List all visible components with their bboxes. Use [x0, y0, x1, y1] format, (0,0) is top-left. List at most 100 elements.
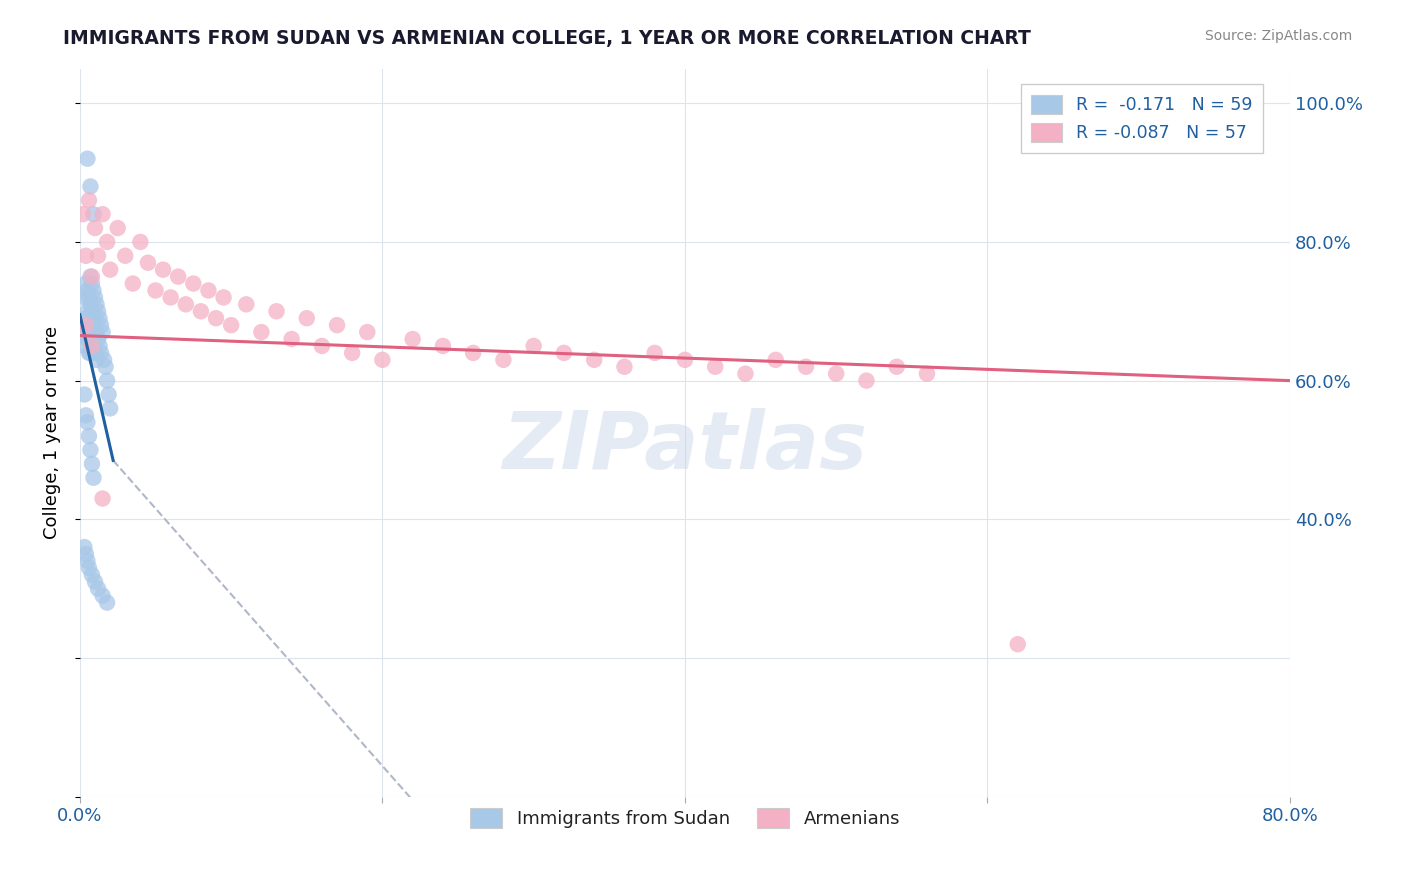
Point	[91, 589, 114, 603]
Point	[76, 152, 98, 166]
Point	[73, 339, 96, 353]
Point	[84, 221, 107, 235]
Point	[855, 374, 877, 388]
Point	[98, 262, 121, 277]
Point	[673, 352, 696, 367]
Text: ZIPatlas: ZIPatlas	[502, 409, 868, 486]
Point	[94, 359, 117, 374]
Point	[72, 207, 94, 221]
Point	[79, 442, 101, 457]
Point	[181, 277, 204, 291]
Point	[80, 332, 103, 346]
Point	[76, 415, 98, 429]
Point	[77, 429, 100, 443]
Point	[75, 249, 97, 263]
Point	[79, 297, 101, 311]
Point	[96, 596, 118, 610]
Point	[583, 352, 606, 367]
Point	[87, 332, 110, 346]
Point	[75, 547, 97, 561]
Point	[129, 235, 152, 249]
Point	[107, 221, 129, 235]
Point	[219, 318, 242, 333]
Point	[89, 339, 111, 353]
Point	[73, 540, 96, 554]
Point	[915, 367, 938, 381]
Legend: Immigrants from Sudan, Armenians: Immigrants from Sudan, Armenians	[463, 801, 907, 835]
Point	[401, 332, 423, 346]
Point	[205, 311, 228, 326]
Point	[825, 367, 848, 381]
Point	[75, 325, 97, 339]
Point	[76, 554, 98, 568]
Point	[794, 359, 817, 374]
Point	[82, 311, 104, 326]
Point	[295, 311, 318, 326]
Point	[84, 346, 107, 360]
Point	[97, 387, 120, 401]
Point	[75, 409, 97, 423]
Point	[76, 332, 98, 346]
Text: Source: ZipAtlas.com: Source: ZipAtlas.com	[1205, 29, 1353, 43]
Point	[190, 304, 212, 318]
Point	[492, 352, 515, 367]
Point	[86, 325, 108, 339]
Point	[266, 304, 288, 318]
Point	[114, 249, 136, 263]
Point	[250, 325, 273, 339]
Point	[75, 311, 97, 326]
Point	[80, 339, 103, 353]
Point	[73, 387, 96, 401]
Point	[644, 346, 666, 360]
Point	[1007, 637, 1029, 651]
Point	[212, 290, 235, 304]
Text: IMMIGRANTS FROM SUDAN VS ARMENIAN COLLEGE, 1 YEAR OR MORE CORRELATION CHART: IMMIGRANTS FROM SUDAN VS ARMENIAN COLLEG…	[63, 29, 1031, 47]
Point	[326, 318, 349, 333]
Point	[96, 235, 118, 249]
Point	[86, 352, 108, 367]
Point	[90, 346, 112, 360]
Point	[80, 277, 103, 291]
Point	[79, 346, 101, 360]
Point	[91, 207, 114, 221]
Point	[73, 290, 96, 304]
Point	[75, 277, 97, 291]
Point	[704, 359, 727, 374]
Point	[79, 269, 101, 284]
Point	[98, 401, 121, 416]
Point	[84, 318, 107, 333]
Point	[77, 318, 100, 333]
Point	[734, 367, 756, 381]
Point	[72, 318, 94, 333]
Point	[80, 567, 103, 582]
Point	[235, 297, 257, 311]
Point	[82, 339, 104, 353]
Point	[90, 318, 112, 333]
Point	[136, 256, 159, 270]
Point	[79, 318, 101, 333]
Point	[371, 352, 394, 367]
Point	[91, 491, 114, 506]
Point	[76, 284, 98, 298]
Point	[463, 346, 485, 360]
Point	[77, 290, 100, 304]
Point	[82, 284, 104, 298]
Point	[159, 290, 181, 304]
Point	[121, 277, 143, 291]
Point	[84, 290, 107, 304]
Point	[432, 339, 454, 353]
Point	[93, 352, 115, 367]
Point	[91, 325, 114, 339]
Point	[523, 339, 546, 353]
Point	[82, 207, 104, 221]
Point	[613, 359, 636, 374]
Point	[80, 304, 103, 318]
Point	[280, 332, 302, 346]
Point	[553, 346, 575, 360]
Point	[75, 318, 97, 333]
Point	[311, 339, 333, 353]
Point	[87, 582, 110, 596]
Point	[77, 346, 100, 360]
Point	[96, 374, 118, 388]
Point	[152, 262, 174, 277]
